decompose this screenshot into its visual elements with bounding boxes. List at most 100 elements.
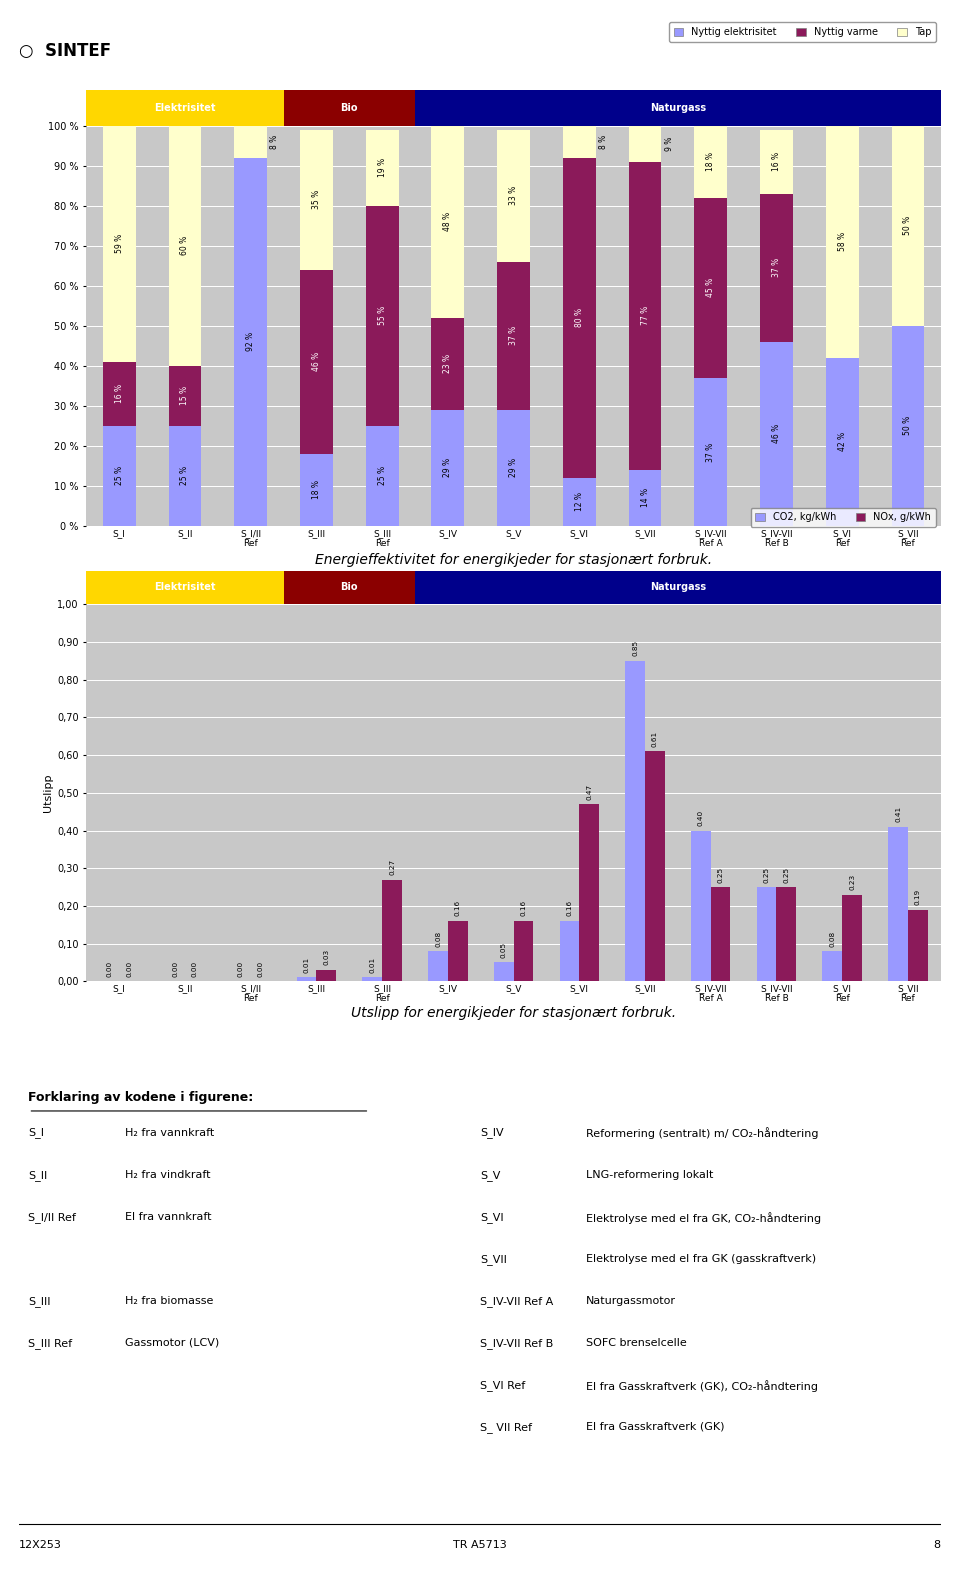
Text: Bio: Bio <box>341 102 358 113</box>
Text: Forklaring av kodene i figurene:: Forklaring av kodene i figurene: <box>29 1091 253 1104</box>
Text: 25 %: 25 % <box>377 466 387 485</box>
Text: ○  SINTEF: ○ SINTEF <box>19 42 111 60</box>
Text: 0.08: 0.08 <box>435 931 441 947</box>
Text: 33 %: 33 % <box>509 185 518 206</box>
Bar <box>888 827 908 981</box>
Bar <box>169 425 202 526</box>
Bar <box>563 477 596 526</box>
Text: Reformering (sentralt) m/ CO₂-håndtering: Reformering (sentralt) m/ CO₂-håndtering <box>586 1127 819 1140</box>
Bar <box>629 126 661 162</box>
FancyBboxPatch shape <box>86 570 283 604</box>
Text: 37 %: 37 % <box>509 327 518 345</box>
Bar <box>382 879 402 981</box>
Bar <box>777 887 796 981</box>
Text: 14 %: 14 % <box>640 488 650 507</box>
Text: 0.00: 0.00 <box>257 961 264 977</box>
Text: 12 %: 12 % <box>575 493 584 512</box>
Text: H₂ fra biomasse: H₂ fra biomasse <box>125 1295 213 1306</box>
Text: 19 %: 19 % <box>377 159 387 177</box>
Text: 18 %: 18 % <box>707 152 715 171</box>
Text: S_II: S_II <box>29 1170 48 1181</box>
Bar <box>300 130 333 270</box>
Text: 0.23: 0.23 <box>849 874 855 890</box>
Text: 42 %: 42 % <box>838 432 847 452</box>
Bar <box>497 262 530 410</box>
Text: 0.85: 0.85 <box>633 641 638 656</box>
Bar <box>103 425 135 526</box>
Bar <box>563 126 596 157</box>
Bar <box>694 126 728 198</box>
Text: 15 %: 15 % <box>180 386 189 405</box>
Text: 18 %: 18 % <box>312 480 321 499</box>
Text: 37 %: 37 % <box>707 443 715 462</box>
Text: 0.27: 0.27 <box>389 859 395 874</box>
Bar <box>366 425 398 526</box>
FancyBboxPatch shape <box>283 89 415 126</box>
Text: 12X253: 12X253 <box>19 1540 62 1550</box>
Bar <box>579 804 599 981</box>
Text: Naturgassmotor: Naturgassmotor <box>586 1295 676 1306</box>
Text: H₂ fra vannkraft: H₂ fra vannkraft <box>125 1127 214 1138</box>
Text: 45 %: 45 % <box>707 278 715 297</box>
Text: 46 %: 46 % <box>312 352 321 372</box>
Text: 59 %: 59 % <box>115 234 124 253</box>
Text: 55 %: 55 % <box>377 306 387 325</box>
Bar <box>760 342 793 526</box>
Text: 0.19: 0.19 <box>915 889 921 906</box>
Text: Elektrolyse med el fra GK (gasskraftverk): Elektrolyse med el fra GK (gasskraftverk… <box>586 1254 816 1264</box>
Bar <box>756 887 777 981</box>
FancyBboxPatch shape <box>86 89 283 126</box>
Text: Bio: Bio <box>341 582 358 592</box>
Bar <box>431 410 465 526</box>
Text: 0.00: 0.00 <box>107 961 112 977</box>
Text: Naturgass: Naturgass <box>650 582 706 592</box>
Bar <box>497 410 530 526</box>
Text: 0.61: 0.61 <box>652 730 658 747</box>
Text: 0.00: 0.00 <box>126 961 132 977</box>
Bar <box>629 162 661 469</box>
Bar <box>234 157 267 526</box>
Text: S_VII: S_VII <box>480 1254 507 1265</box>
Bar <box>366 206 398 425</box>
Text: S_IV: S_IV <box>480 1127 504 1138</box>
Bar <box>103 361 135 425</box>
Bar <box>497 130 530 262</box>
Text: S_V: S_V <box>480 1170 500 1181</box>
Text: 0.00: 0.00 <box>192 961 198 977</box>
Text: 8 %: 8 % <box>599 135 608 149</box>
Text: Gassmotor (LCV): Gassmotor (LCV) <box>125 1338 220 1349</box>
Text: 0.00: 0.00 <box>172 961 179 977</box>
Text: Elektrisitet: Elektrisitet <box>155 102 216 113</box>
Text: H₂ fra vindkraft: H₂ fra vindkraft <box>125 1170 210 1179</box>
Bar <box>826 358 858 526</box>
Text: 23 %: 23 % <box>444 355 452 374</box>
Text: 0.01: 0.01 <box>370 956 375 973</box>
Text: 0.25: 0.25 <box>783 867 789 882</box>
Text: Utslipp for energikjeder for stasjonært forbruk.: Utslipp for energikjeder for stasjonært … <box>351 1006 676 1019</box>
Text: Energieffektivitet for energikjeder for stasjonært forbruk.: Energieffektivitet for energikjeder for … <box>315 554 712 567</box>
Text: S_III: S_III <box>29 1295 51 1306</box>
Text: 37 %: 37 % <box>772 257 781 278</box>
Text: 0.25: 0.25 <box>718 867 724 882</box>
Text: LNG-reformering lokalt: LNG-reformering lokalt <box>586 1170 713 1179</box>
Text: 0.40: 0.40 <box>698 810 704 826</box>
Bar <box>563 157 596 477</box>
Text: 60 %: 60 % <box>180 236 189 256</box>
Bar <box>431 126 465 317</box>
Text: 0.05: 0.05 <box>501 942 507 958</box>
Text: 9 %: 9 % <box>664 137 674 151</box>
Text: 0.08: 0.08 <box>829 931 835 947</box>
Bar <box>908 909 927 981</box>
Text: Elektrisitet: Elektrisitet <box>155 582 216 592</box>
Text: 35 %: 35 % <box>312 190 321 209</box>
Text: 48 %: 48 % <box>444 212 452 231</box>
Text: Naturgass: Naturgass <box>650 102 706 113</box>
Text: 58 %: 58 % <box>838 232 847 251</box>
Text: El fra vannkraft: El fra vannkraft <box>125 1212 212 1221</box>
Bar <box>169 126 202 366</box>
Bar <box>892 126 924 327</box>
Text: 0.41: 0.41 <box>895 805 901 823</box>
Text: 0.16: 0.16 <box>566 900 572 917</box>
Text: El fra Gasskraftverk (GK): El fra Gasskraftverk (GK) <box>586 1422 725 1432</box>
Text: 0.03: 0.03 <box>324 950 329 966</box>
